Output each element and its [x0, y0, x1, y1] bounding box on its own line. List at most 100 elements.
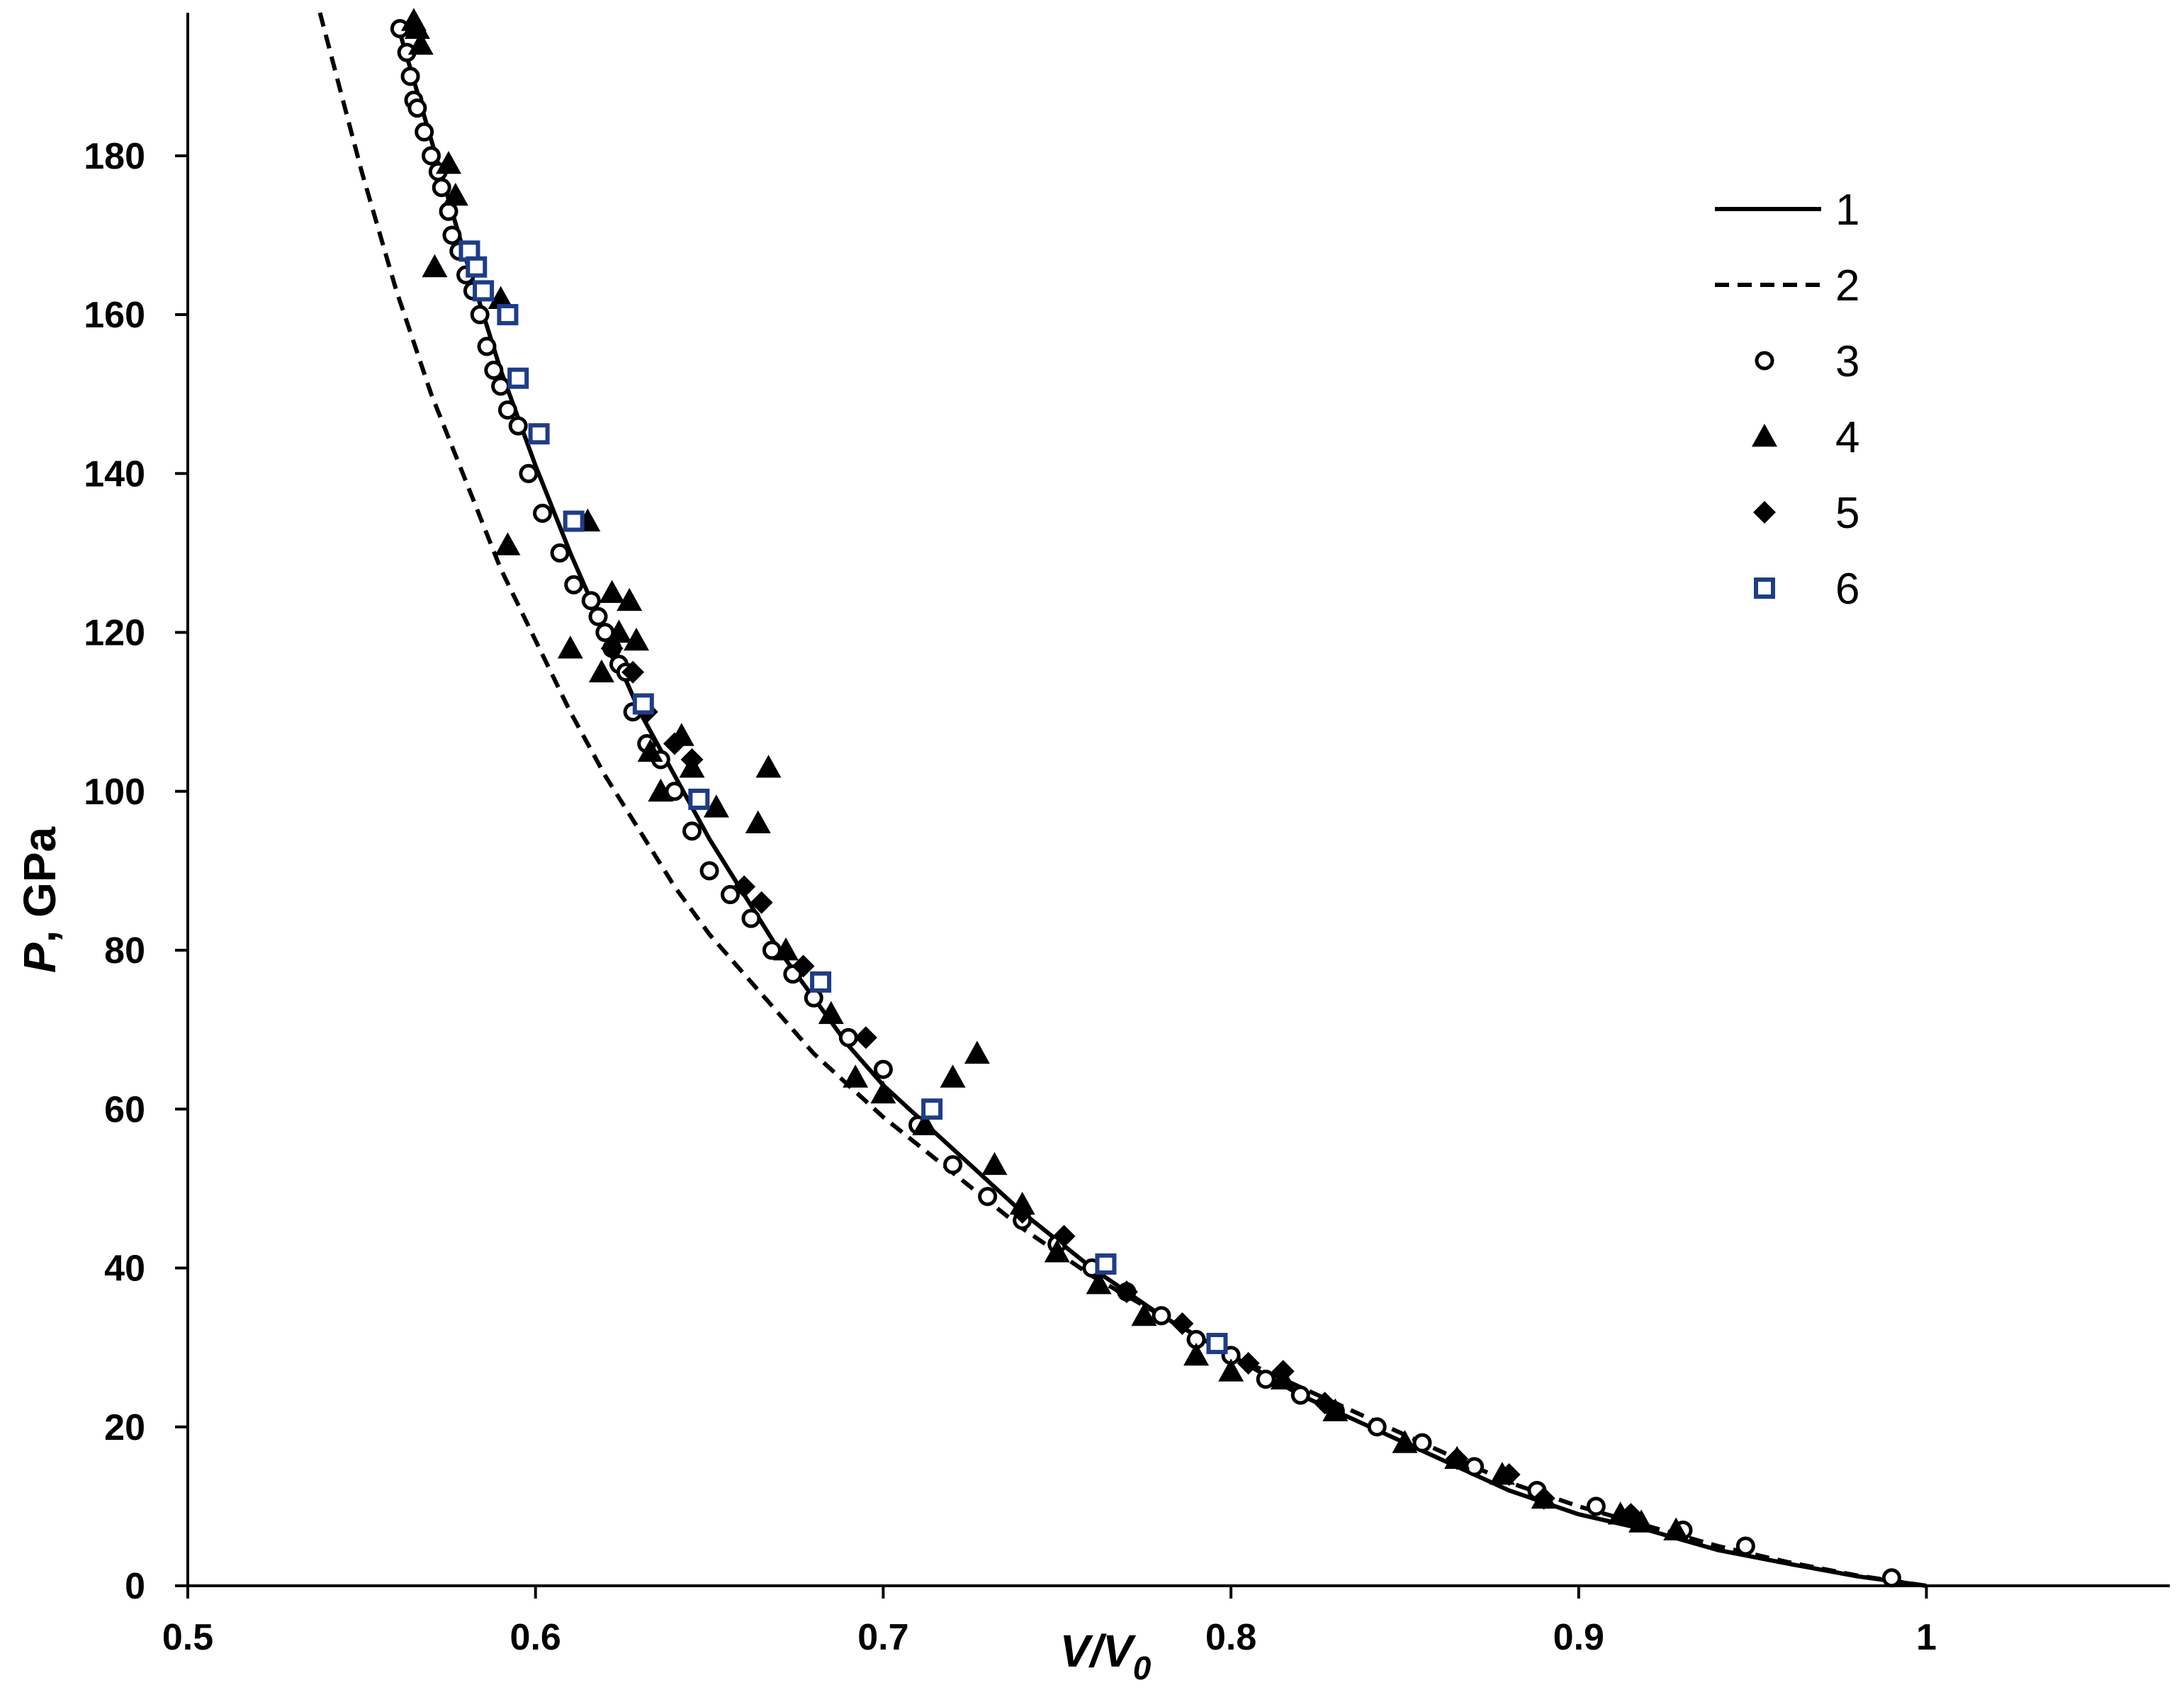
series-6-point [810, 971, 832, 993]
series-3-point [564, 575, 584, 594]
series-4-point [495, 532, 521, 556]
series-4-point [422, 254, 448, 278]
x-tick-label: 0.6 [510, 1617, 561, 1658]
series-6 [458, 240, 1228, 1355]
series-3-point [1152, 1306, 1171, 1326]
series-4-point [488, 286, 514, 310]
series-4-point [606, 619, 632, 643]
series-4-point [407, 31, 434, 55]
series-4-point [436, 151, 462, 174]
x-tick-label: 0.7 [857, 1617, 908, 1658]
series-4-point [1086, 1270, 1112, 1295]
series-4-point [843, 1064, 869, 1088]
series-4-point [870, 1080, 896, 1104]
series-3-point [588, 607, 608, 626]
series-3-point [741, 908, 761, 928]
y-axis-title-main: P [14, 942, 65, 973]
series-3-point [439, 201, 458, 221]
series-3-point [581, 591, 601, 611]
series-3-point [470, 305, 490, 325]
series-6-point [1095, 1253, 1117, 1275]
series-5-point [1011, 1201, 1034, 1224]
x-axis-title-main: V/V [1060, 1625, 1137, 1676]
series-4-point [981, 1151, 1008, 1176]
legend-item-3: 3 [1755, 337, 1859, 386]
series-6-point [688, 789, 710, 810]
series-3-point [1465, 1457, 1485, 1477]
series-4-point [964, 1040, 990, 1064]
series-3-point [1412, 1433, 1432, 1453]
series-6-point [1206, 1333, 1228, 1355]
y-axis-title-unit: , GPa [14, 826, 65, 942]
series-5-point [621, 660, 645, 684]
series-4-point [1392, 1430, 1418, 1453]
y-tick-label: 0 [125, 1566, 145, 1607]
series-3-point [400, 67, 420, 86]
series-4-point [637, 738, 663, 762]
series-3-point [1367, 1417, 1387, 1437]
series-2-line [317, 12, 1927, 1588]
series-6-point [473, 280, 495, 302]
series-1 [394, 20, 1927, 1588]
series-4-point [1183, 1342, 1210, 1366]
series-4-point [648, 778, 674, 802]
series-5-point [680, 748, 704, 771]
x-tick-label: 0.9 [1553, 1617, 1604, 1658]
legend-label: 4 [1835, 413, 1859, 462]
series-3-point [838, 1027, 858, 1047]
series-4-point [624, 627, 650, 651]
legend: 1 2 3 4 5 6 [1715, 186, 1859, 614]
series-4-point [912, 1112, 938, 1136]
series-5 [600, 636, 1643, 1526]
series-5-point [1115, 1280, 1138, 1304]
series-3-point [1881, 1568, 1901, 1588]
series-6-point [563, 510, 585, 532]
series-6-point [466, 256, 488, 278]
series-3-point [421, 146, 441, 166]
series-5-point [1313, 1392, 1336, 1415]
series-3 [390, 18, 1901, 1588]
y-tick-label: 100 [84, 772, 145, 813]
y-tick-label: 20 [104, 1407, 145, 1448]
series-3-point [533, 503, 553, 523]
series-3-point [508, 416, 528, 436]
series-4-point [617, 587, 643, 612]
legend-item-5: 5 [1753, 489, 1859, 538]
series-6-point [921, 1098, 943, 1120]
series-3-point [1290, 1385, 1310, 1405]
legend-item-2: 2 [1715, 261, 1859, 310]
legend-swatch [1753, 501, 1776, 524]
series-3-point [432, 178, 451, 198]
series-5-point [1052, 1224, 1076, 1248]
axis-titles: V/V0 P, GPa [14, 826, 1152, 1686]
series-4-point [1131, 1302, 1157, 1326]
y-axis-title: P, GPa [14, 826, 65, 973]
series-5-point [1446, 1447, 1469, 1470]
series-3-point [415, 122, 434, 142]
series-4-point [703, 794, 729, 818]
series-4-point [1322, 1398, 1349, 1421]
series-3-point [1735, 1536, 1755, 1556]
series-4-point [1628, 1509, 1655, 1533]
series-3-point [497, 400, 517, 420]
series-3-point [442, 225, 462, 245]
legend-item-6: 6 [1754, 565, 1859, 614]
series-3-point [1256, 1369, 1276, 1389]
series-5-point [792, 954, 815, 978]
series-5-point [1171, 1312, 1194, 1335]
series-3-point [873, 1059, 893, 1079]
x-tick-label: 0.8 [1205, 1617, 1256, 1658]
y-tick-label: 180 [84, 136, 145, 177]
series-4-point [1044, 1239, 1070, 1263]
series-4-point [1663, 1517, 1689, 1540]
series-4-point [940, 1064, 966, 1088]
series-4-point [818, 1001, 844, 1025]
series-3-point [682, 821, 702, 841]
series-5-point [600, 636, 624, 660]
x-axis-title: V/V0 [1060, 1625, 1152, 1686]
series-5-point [1619, 1503, 1643, 1526]
legend-swatch [1752, 424, 1777, 447]
series-5-point [1237, 1352, 1260, 1375]
series-2 [317, 12, 1927, 1588]
y-tick-label: 140 [84, 453, 145, 495]
